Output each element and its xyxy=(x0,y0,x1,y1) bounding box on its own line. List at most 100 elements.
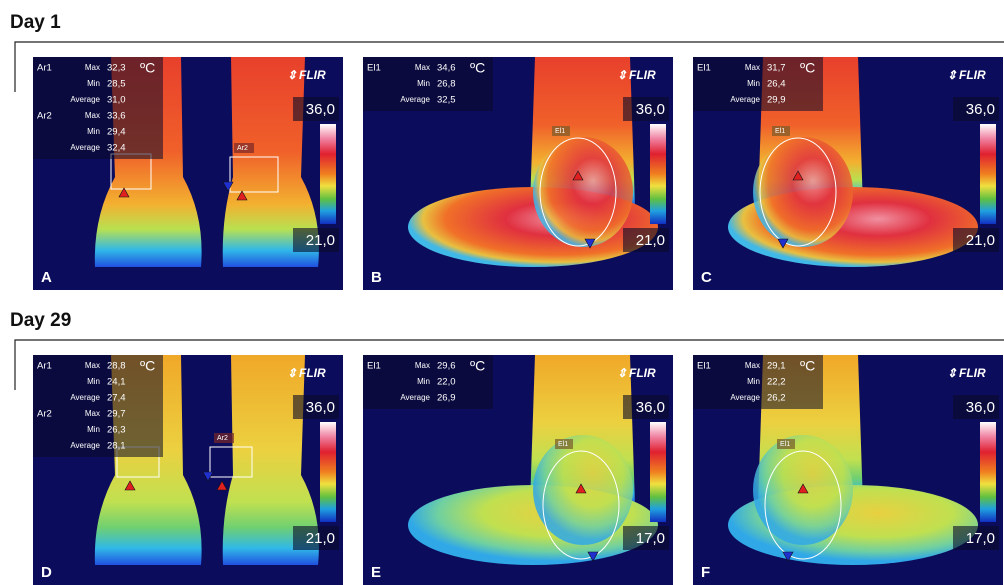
measure-label: Min xyxy=(87,377,100,386)
brand: FLIR xyxy=(299,366,326,380)
scale-max: 36,0 xyxy=(966,399,995,416)
heel xyxy=(533,137,633,247)
measure-box xyxy=(33,355,163,457)
brand-icon: ⇕ xyxy=(947,366,957,380)
bracket xyxy=(14,41,1004,92)
color-scale xyxy=(320,124,336,224)
thermal-image: El1 El1 Max 29,1 Min 22,2 Average 26,2 ºC ⇕ FLIR 36… xyxy=(693,355,1003,585)
heel xyxy=(753,137,853,247)
brand-icon: ⇕ xyxy=(617,366,627,380)
color-scale xyxy=(650,422,666,522)
roi-tag xyxy=(234,143,254,153)
roi-name: Ar1 xyxy=(37,63,52,74)
thermal-image: El1 El1 Max 31,7 Min 26,4 Average 29,9 ºC ⇕ FLIR 36… xyxy=(693,57,1003,290)
marker xyxy=(222,181,234,192)
marker xyxy=(572,170,584,181)
scale-box xyxy=(293,228,339,252)
roi-name: El1 xyxy=(697,361,711,372)
scale-box xyxy=(953,228,999,252)
measure-value: 29,7 xyxy=(107,409,126,420)
color-scale xyxy=(980,124,996,224)
brand: FLIR xyxy=(299,68,326,82)
panel-letter: D xyxy=(41,564,52,581)
scale-max: 36,0 xyxy=(966,101,995,118)
unit: ºC xyxy=(470,60,485,76)
measure-label: Average xyxy=(70,441,100,450)
marker xyxy=(587,551,599,562)
scale-min: 21,0 xyxy=(636,232,665,249)
marker xyxy=(118,187,130,198)
measure-box xyxy=(33,57,163,159)
measure-value: 28,8 xyxy=(107,361,126,372)
measure-label: Max xyxy=(85,361,100,370)
measure-value: 29,4 xyxy=(107,127,126,138)
scale-min: 17,0 xyxy=(966,530,995,547)
measure-value: 26,9 xyxy=(437,393,456,404)
marker xyxy=(584,238,596,249)
roi-label: El1 xyxy=(780,441,790,448)
brand: FLIR xyxy=(629,68,656,82)
brand: FLIR xyxy=(959,366,986,380)
measure-value: 27,4 xyxy=(107,393,126,404)
measure-label: Average xyxy=(730,393,760,402)
measure-value: 26,3 xyxy=(107,425,126,436)
measure-box xyxy=(363,355,493,409)
measure-value: 32,5 xyxy=(437,95,456,106)
brand-icon: ⇕ xyxy=(617,68,627,82)
measure-value: 22,2 xyxy=(767,377,786,388)
measure-label: Max xyxy=(415,63,430,72)
roi-label: El1 xyxy=(558,441,568,448)
marker xyxy=(797,483,809,494)
scale-box xyxy=(953,97,999,121)
measure-label: Min xyxy=(417,377,430,386)
measure-label: Average xyxy=(400,393,430,402)
unit: ºC xyxy=(470,358,485,374)
measure-label: Min xyxy=(417,79,430,88)
roi-label: Ar2 xyxy=(237,145,248,152)
scale-box xyxy=(623,228,669,252)
roi-tag xyxy=(214,433,234,443)
marker xyxy=(792,170,804,181)
measure-label: Min xyxy=(747,377,760,386)
scale-min: 21,0 xyxy=(306,530,335,547)
measure-label: Max xyxy=(85,409,100,418)
measure-box xyxy=(363,57,493,111)
measure-label: Max xyxy=(745,361,760,370)
measure-label: Max xyxy=(85,111,100,120)
marker xyxy=(202,471,214,482)
scale-box xyxy=(623,395,669,419)
measure-value: 34,6 xyxy=(437,63,456,74)
unit: ºC xyxy=(800,358,815,374)
measure-label: Average xyxy=(70,95,100,104)
panel-letter: E xyxy=(371,564,381,581)
measure-box xyxy=(693,57,823,111)
scale-box xyxy=(623,97,669,121)
panel-letter: F xyxy=(701,564,710,581)
roi-ellipse xyxy=(764,450,842,560)
marker xyxy=(575,483,587,494)
unit: ºC xyxy=(140,358,155,374)
marker xyxy=(777,238,789,249)
color-scale xyxy=(650,124,666,224)
measure-value: 29,9 xyxy=(767,95,786,106)
scale-box xyxy=(623,526,669,550)
measure-value: 31,7 xyxy=(767,63,786,74)
measure-label: Max xyxy=(415,361,430,370)
roi-name: Ar2 xyxy=(37,111,52,122)
measure-label: Average xyxy=(730,95,760,104)
marker xyxy=(236,190,248,201)
panel-letter: B xyxy=(371,269,382,286)
roi-ellipse xyxy=(759,137,837,247)
roi-ellipse xyxy=(539,137,617,247)
roi-label: El1 xyxy=(555,128,565,135)
measure-value: 26,2 xyxy=(767,393,786,404)
brand-icon: ⇕ xyxy=(287,366,297,380)
measure-label: Min xyxy=(747,79,760,88)
roi-name: Ar1 xyxy=(37,361,52,372)
panel-letter: A xyxy=(41,269,52,286)
measure-label: Average xyxy=(400,95,430,104)
roi-label: Ar2 xyxy=(217,435,228,442)
measure-label: Min xyxy=(87,127,100,136)
marker xyxy=(216,480,228,491)
marker xyxy=(782,551,794,562)
